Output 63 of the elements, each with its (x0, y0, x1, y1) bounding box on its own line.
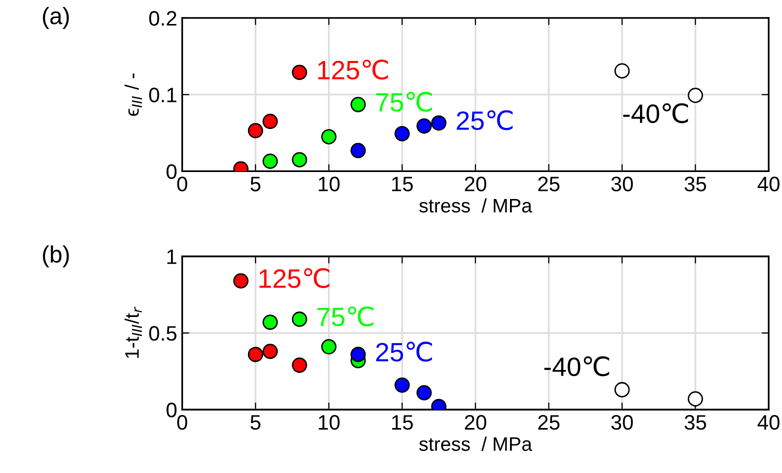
x-tick-label: 40 (758, 176, 780, 192)
chart-title: (b) (42, 245, 69, 268)
y-tick-label: 0.2 (149, 10, 176, 26)
y-tick-label: 1 (167, 250, 176, 264)
point (394, 377, 410, 393)
series-label: 75℃ (376, 92, 432, 112)
series-label: 25℃ (376, 342, 432, 362)
legend-label: 125℃ (260, 268, 330, 288)
y-axis-title: ϵ$_{III}$ / - (124, 74, 142, 116)
x-tick-label: 20 (464, 415, 486, 430)
point (248, 122, 264, 138)
x-tick-label: 30 (611, 176, 633, 192)
point (262, 344, 278, 360)
x-tick-label: 0 (177, 176, 188, 192)
point (292, 64, 308, 80)
point (292, 358, 308, 373)
x-tick-label: 30 (611, 415, 633, 430)
point (292, 152, 308, 168)
x-tick-label: 15 (392, 176, 413, 192)
point (350, 142, 366, 158)
point (394, 126, 410, 142)
x-tick-label: 0 (177, 415, 188, 430)
series-label: -40℃ (544, 356, 610, 376)
point (262, 314, 278, 330)
point (614, 63, 630, 78)
point (416, 118, 432, 134)
point (292, 312, 308, 327)
x-tick-label: 15 (392, 415, 413, 430)
point (350, 346, 366, 362)
chart-title: (a) (42, 6, 69, 29)
series-label: 125℃ (318, 60, 388, 80)
point (233, 273, 248, 289)
x-tick-label: 35 (684, 176, 706, 192)
point (431, 115, 446, 131)
point (262, 154, 278, 169)
series-label: 75℃ (318, 306, 374, 326)
x-tick-label: 20 (464, 176, 486, 192)
y-tick-label: 0.1 (149, 88, 176, 102)
y-tick-label: 0.5 (149, 326, 176, 341)
point (321, 129, 336, 144)
point (688, 391, 704, 407)
y-axis-title: 1-t$_{III}$/t$_{r}$ (124, 306, 142, 358)
y-tick-label: 0 (166, 164, 177, 179)
x-tick-label: 35 (684, 415, 706, 430)
point (614, 382, 630, 398)
x-axis-title: stress / MPa (419, 436, 532, 451)
point (688, 88, 704, 104)
x-tick-label: 10 (318, 176, 340, 192)
point (248, 346, 264, 362)
x-tick-label: 5 (250, 415, 260, 430)
x-tick-label: 40 (758, 415, 780, 430)
x-tick-label: 5 (250, 176, 260, 192)
point (262, 114, 278, 130)
point (321, 339, 336, 354)
series-label: -40℃ (623, 103, 688, 124)
x-axis-title: stress / MPa (419, 198, 532, 213)
x-tick-label: 25 (538, 415, 560, 430)
point (350, 96, 366, 112)
point (416, 385, 432, 400)
y-tick-label: 0 (166, 402, 177, 418)
series-label: 25℃ (456, 110, 513, 130)
x-tick-label: 25 (538, 176, 560, 192)
x-tick-label: 10 (318, 415, 340, 430)
